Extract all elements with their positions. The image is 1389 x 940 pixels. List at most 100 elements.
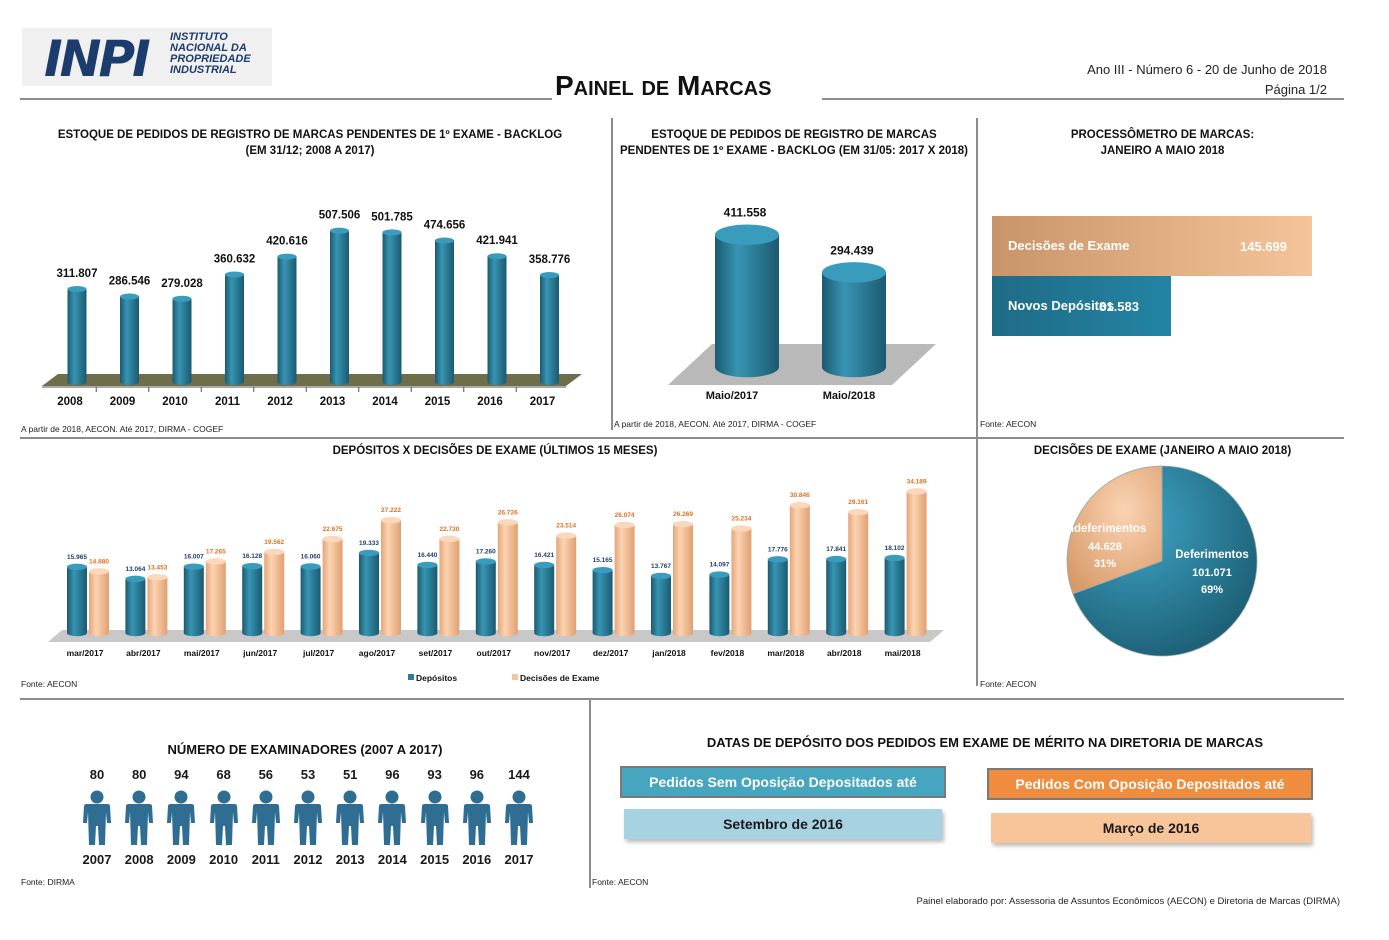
decisoes-bar-body: [556, 536, 576, 637]
column-divider-3: [589, 700, 591, 888]
depositos-bar: [651, 573, 671, 636]
data-label: 17.841: [826, 546, 846, 553]
decisoes-bar-top: [907, 488, 927, 494]
data-label: 474.656: [424, 220, 466, 232]
data-label: 16.421: [534, 552, 554, 559]
decisoes-bar: [615, 522, 635, 636]
decisoes-bar: [556, 532, 576, 636]
legend-swatch: [512, 674, 518, 680]
sem-oposicao-label: Pedidos Sem Oposição Depositados até: [620, 766, 946, 798]
decisoes-bar: [498, 519, 518, 636]
data-label: 358.776: [529, 254, 571, 266]
depositos-bar-body: [67, 567, 87, 636]
bar: [120, 294, 139, 385]
data-label: 14.880: [89, 558, 109, 565]
tick-label: 2010: [162, 396, 188, 408]
legend-label: Depósitos: [416, 673, 457, 683]
depositos-bar-body: [651, 576, 671, 636]
tick-label: 2008: [57, 396, 83, 408]
tick-label: abr/2018: [827, 648, 862, 658]
bar: [435, 237, 454, 385]
bar: [68, 286, 87, 385]
decisoes-bar-top: [323, 536, 343, 542]
examiner-year: 2010: [205, 852, 243, 867]
decisoes-bar-body: [615, 525, 635, 636]
bar-body: [488, 256, 507, 385]
data-label: 16.007: [184, 554, 204, 561]
data-label: 34.189: [907, 478, 927, 485]
inpi-logo: INPI: [44, 30, 148, 88]
sem-oposicao-value: Setembro de 2016: [624, 809, 942, 839]
bar-body: [383, 232, 402, 385]
examiner-count: 51: [331, 767, 369, 782]
data-label: 30.846: [790, 492, 810, 499]
depositos-bar-body: [709, 575, 729, 637]
depositos-bar-top: [125, 576, 145, 582]
depositos-bar-body: [184, 567, 204, 637]
person-icon: [460, 790, 494, 851]
header-divider-left: [20, 98, 552, 100]
slice-value: 101.071: [1192, 567, 1232, 579]
depositos-bar-body: [242, 566, 262, 636]
title-line: PROCESSÔMETRO DE MARCAS:: [980, 127, 1345, 143]
decisoes-bar-body: [264, 552, 284, 636]
examiner-year: 2011: [247, 852, 285, 867]
data-label: 26.269: [673, 511, 693, 518]
depositos-bar: [709, 571, 729, 636]
processometro-label: Decisões de Exame: [1008, 238, 1129, 253]
depositos-bar-body: [768, 559, 788, 636]
data-label: 13.767: [651, 563, 671, 570]
bar-top: [383, 229, 402, 235]
data-label: 286.546: [109, 276, 151, 288]
monthly-chart-title: DEPÓSITOS X DECISÕES DE EXAME (ÚLTIMOS 1…: [20, 443, 970, 459]
examiner-year: 2017: [500, 852, 538, 867]
data-label: 22.730: [439, 526, 459, 533]
depositos-bar-body: [476, 561, 496, 636]
data-label: 13.064: [125, 566, 145, 573]
decisoes-bar-body: [731, 528, 751, 636]
bar-body: [715, 235, 779, 378]
bar-body: [330, 231, 349, 385]
person-icon: [333, 790, 367, 851]
slice-label: Indeferimentos: [1064, 523, 1146, 535]
depositos-bar: [885, 555, 905, 636]
tick-label: 2011: [215, 396, 241, 408]
depositos-bar-top: [709, 571, 729, 577]
header-divider-right: [822, 98, 1344, 100]
bar-body: [278, 257, 297, 385]
backlog-compare-title: ESTOQUE DE PEDIDOS DE REGISTRO DE MARCAS…: [614, 127, 974, 159]
data-label: 16.128: [242, 553, 262, 560]
depositos-bar: [359, 550, 379, 636]
decisoes-bar: [323, 536, 343, 636]
title-line: (EM 31/12; 2008 A 2017): [30, 143, 590, 159]
data-label: 507.506: [319, 210, 361, 222]
depositos-bar-top: [67, 564, 87, 570]
depositos-bar-top: [593, 567, 613, 573]
depositos-bar: [593, 567, 613, 636]
data-label: 26.074: [615, 512, 635, 519]
examiner-count: 53: [289, 767, 327, 782]
data-label: 19.562: [264, 539, 284, 546]
examiner-count: 144: [500, 767, 538, 782]
decisoes-bar-top: [498, 519, 518, 525]
person-icon: [418, 790, 452, 851]
title-line: ESTOQUE DE PEDIDOS DE REGISTRO DE MARCAS: [614, 127, 974, 143]
tick-label: jan/2018: [651, 648, 686, 658]
bar-top: [120, 294, 139, 300]
examiner-count: 93: [416, 767, 454, 782]
bar-top: [278, 254, 297, 260]
person-icon: [207, 790, 241, 851]
person-icon: [291, 790, 325, 851]
row-divider-1: [20, 437, 1344, 439]
depositos-bar: [476, 558, 496, 636]
decisoes-bar-top: [848, 509, 868, 515]
dates-source: Fonte: AECON: [592, 877, 648, 887]
data-label: 17.776: [768, 546, 788, 553]
data-label: 17.260: [476, 548, 496, 555]
data-label: 411.558: [724, 206, 767, 220]
tick-label: Maio/2018: [823, 390, 876, 402]
decisoes-bar-top: [381, 517, 401, 523]
decisoes-bar-top: [615, 522, 635, 528]
backlog-chart: 311.8072008286.5462009279.0282010360.632…: [20, 190, 600, 415]
examiners-source: Fonte: DIRMA: [21, 877, 75, 887]
